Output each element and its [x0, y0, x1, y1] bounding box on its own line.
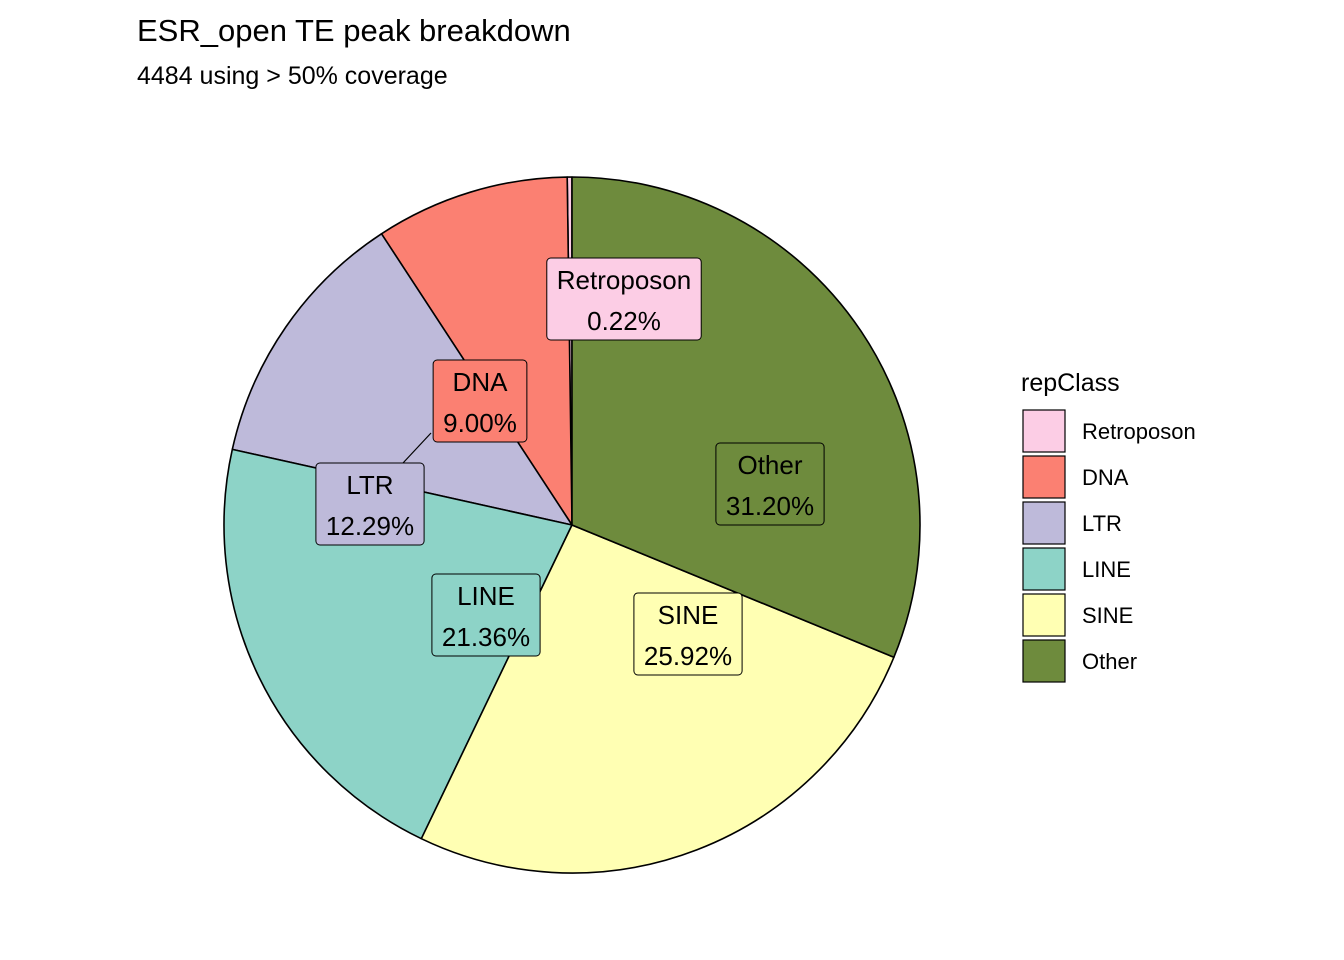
slice-label-name: Other [737, 450, 802, 480]
slice-label-percent: 31.20% [726, 491, 814, 521]
slice-label-sine: SINE 25.92% [633, 592, 743, 676]
legend-swatch [1022, 409, 1066, 453]
slice-label-box [432, 359, 528, 443]
slice-label-box [431, 573, 541, 657]
legend-title: repClass [1021, 369, 1120, 397]
slice-label-name: LTR [346, 470, 393, 500]
slice-label-percent: 25.92% [644, 641, 732, 671]
slice-label-percent: 12.29% [326, 511, 414, 541]
legend-swatch [1022, 455, 1066, 499]
slice-label-line: LINE 21.36% [431, 573, 541, 657]
slice-label-name: SINE [658, 600, 719, 630]
legend-item-ltr: LTR [1022, 501, 1122, 545]
legend-label: DNA [1082, 465, 1129, 490]
chart-subtitle: 4484 using > 50% coverage [137, 62, 448, 90]
legend-swatch [1022, 501, 1066, 545]
slice-label-percent: 21.36% [442, 622, 530, 652]
pie-slice-line [223, 448, 573, 840]
legend-item-sine: SINE [1022, 593, 1133, 637]
legend-swatch [1022, 593, 1066, 637]
legend-swatch [1022, 547, 1066, 591]
slice-label-box [715, 442, 825, 526]
legend-label: SINE [1082, 603, 1133, 628]
slice-label-percent: 0.22% [587, 306, 661, 336]
slice-label-dna: DNA 9.00% [432, 359, 528, 443]
slice-label-name: Retroposon [557, 265, 691, 295]
pie-slice-labels: Retroposon 0.22% DNA 9.00% LTR 12.29% LINE 21.3… [315, 257, 825, 676]
legend-item-other: Other [1022, 639, 1137, 683]
legend-label: LINE [1082, 557, 1131, 582]
label-leader-lines [402, 432, 432, 464]
legend-item-retroposon: Retroposon [1022, 409, 1196, 453]
slice-label-ltr: LTR 12.29% [315, 462, 425, 546]
legend-item-dna: DNA [1022, 455, 1129, 499]
legend-swatch [1022, 639, 1066, 683]
slice-label-box [633, 592, 743, 676]
pie-slice-ltr [231, 232, 573, 526]
chart-title: ESR_open TE peak breakdown [137, 13, 571, 48]
legend: repClass Retroposon DNA LTR LINE SINE Other [1021, 369, 1196, 683]
legend-label: Retroposon [1082, 419, 1196, 444]
slice-label-other: Other 31.20% [715, 442, 825, 526]
legend-label: LTR [1082, 511, 1122, 536]
ltr-label-leader-line [402, 432, 432, 464]
slice-label-name: DNA [453, 367, 509, 397]
slice-label-box [546, 257, 702, 341]
legend-label: Other [1082, 649, 1137, 674]
slice-label-retroposon: Retroposon 0.22% [546, 257, 702, 341]
slice-label-name: LINE [457, 581, 515, 611]
slice-label-percent: 9.00% [443, 408, 517, 438]
slice-label-box [315, 462, 425, 546]
legend-item-line: LINE [1022, 547, 1131, 591]
